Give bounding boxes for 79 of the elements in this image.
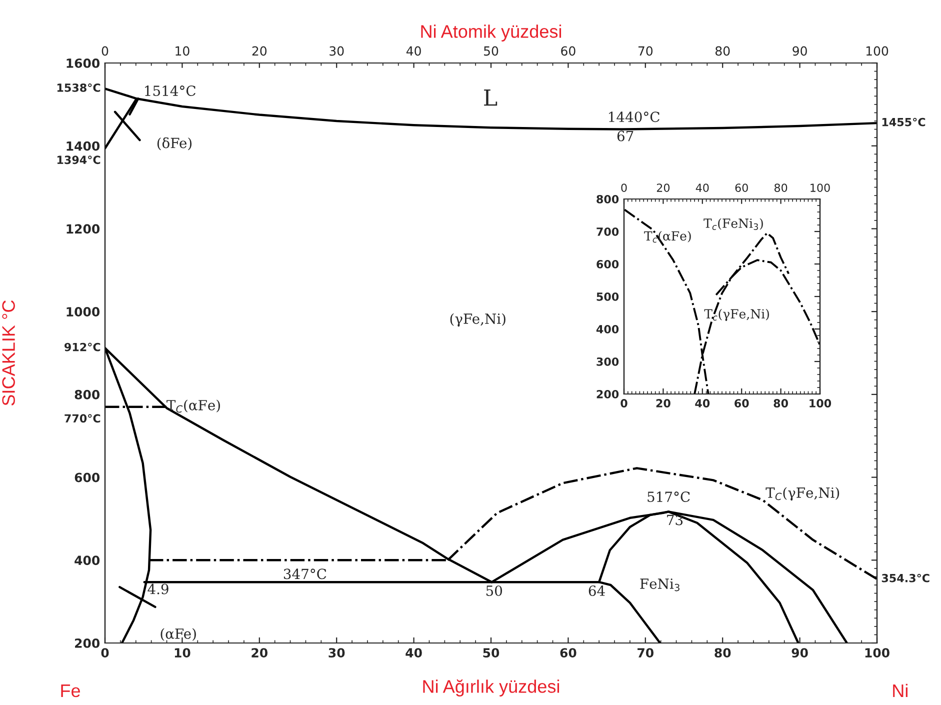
annotation: T$_{C}$(γFe,Ni) — [766, 487, 840, 501]
y-tick-label: 400 — [596, 324, 619, 334]
x-tick-label: 40 — [406, 648, 422, 658]
x-tick-label: 60 — [734, 399, 749, 408]
x-tick-label: 70 — [638, 648, 654, 658]
x2-tick-label: 40 — [406, 46, 421, 56]
x-tick-label: 10 — [174, 648, 190, 658]
y-tick-label: 600 — [74, 472, 100, 482]
y-tick-label: 1400 — [66, 141, 100, 151]
annotation: T$_{c}$(FeNi$_{3}$) — [704, 218, 763, 230]
y-tick-label: 400 — [74, 556, 100, 566]
x-tick-label: 30 — [328, 648, 345, 658]
x2-axis-title: Ni Atomik yüzdesi — [421, 24, 562, 42]
annotation: 4.9 — [148, 584, 168, 594]
x-tick-label: 80 — [774, 399, 788, 408]
x2-tick-label: 70 — [638, 46, 653, 56]
x2-tick-label: 50 — [484, 46, 498, 56]
x2-tick-label: 40 — [696, 184, 709, 192]
x-tick-label: 90 — [792, 648, 808, 658]
x2-tick-label: 20 — [656, 184, 670, 192]
y-tick-label: 1200 — [66, 224, 100, 234]
text: Fe — [61, 684, 80, 698]
x-tick-label: 0 — [101, 648, 109, 658]
y-tick-label: 800 — [596, 194, 619, 204]
y-tick-label: 800 — [74, 390, 100, 400]
annotation: 770°C — [64, 414, 100, 423]
x2-tick-label: 0 — [621, 184, 627, 192]
x-tick-label: 20 — [252, 648, 268, 658]
x-tick-label: 100 — [865, 648, 890, 658]
annotation: T$_{C}$(αFe) — [166, 400, 220, 413]
annotation: FeNi$_{3}$ — [640, 578, 680, 592]
x2-tick-label: 80 — [774, 184, 788, 192]
x-tick-label: 40 — [695, 399, 710, 408]
annotation: 1538°C — [57, 83, 100, 92]
annotation: 1440°C — [609, 112, 660, 122]
y-tick-label: 1000 — [66, 307, 100, 316]
x2-tick-label: 100 — [866, 46, 888, 56]
annotation: 517°C — [648, 492, 690, 502]
y-tick-label: 500 — [596, 292, 619, 301]
y-tick-label: 700 — [596, 227, 619, 236]
x-tick-label: 80 — [714, 648, 731, 658]
y-axis-title: SICAKLIK °C — [2, 300, 15, 406]
x2-tick-label: 20 — [252, 46, 267, 56]
x-tick-label: 50 — [483, 648, 500, 658]
y-tick-label: 1600 — [66, 58, 100, 68]
x2-tick-label: 60 — [561, 46, 576, 56]
annotation: 347°C — [284, 568, 326, 580]
annotation: 1514°C — [145, 86, 196, 96]
annotation: (δFe) — [157, 137, 192, 150]
x-axis-title: Ni Ağırlık yüzdesi — [423, 679, 560, 696]
annotation: 73 — [667, 514, 683, 526]
annotation: 1455°C — [882, 118, 926, 126]
x-tick-label: 20 — [656, 399, 670, 408]
annotation: 1394°C — [57, 156, 100, 164]
x2-tick-label: 30 — [330, 46, 344, 56]
annotation: T$_{c}$(γFe,Ni) — [704, 308, 769, 322]
annotation: T$_{c}$(αFe) — [644, 230, 691, 243]
x2-tick-label: 90 — [792, 46, 807, 56]
annotation: 912°C — [64, 342, 100, 352]
y-tick-label: 200 — [75, 638, 100, 648]
annotation: L — [484, 89, 498, 106]
y-tick-label: 300 — [596, 357, 619, 366]
annotation: (γFe,Ni) — [450, 313, 506, 327]
x2-tick-label: 80 — [715, 46, 730, 56]
annotation: 64 — [588, 585, 605, 596]
x2-tick-label: 10 — [176, 46, 190, 56]
x2-tick-label: 60 — [735, 184, 748, 192]
annotation: 67 — [617, 130, 634, 142]
x2-tick-label: 0 — [102, 46, 108, 56]
y-tick-label: 200 — [596, 390, 619, 398]
x-tick-label: 100 — [810, 399, 832, 408]
annotation: 354.3°C — [882, 574, 930, 582]
x2-tick-label: 100 — [810, 184, 830, 192]
x-tick-label: 60 — [560, 648, 576, 658]
annotation: (αFe) — [160, 628, 196, 641]
text: Ni — [893, 684, 908, 697]
y-tick-label: 600 — [596, 260, 619, 268]
x-tick-label: 0 — [620, 399, 628, 408]
annotation: 50 — [486, 585, 502, 596]
